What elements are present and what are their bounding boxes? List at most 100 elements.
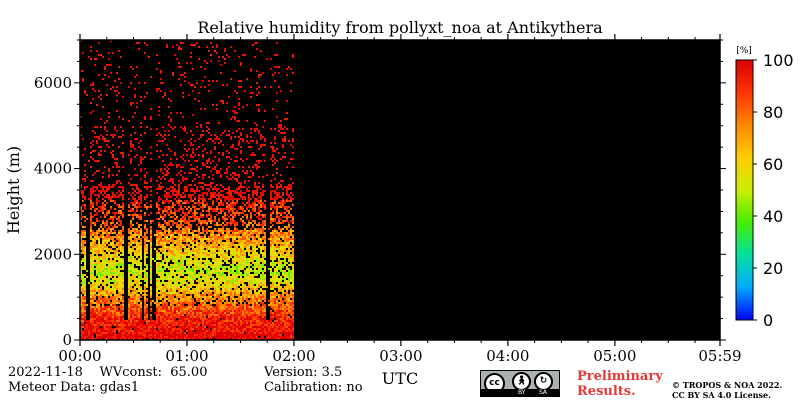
rh-cell [182, 212, 184, 214]
rh-cell [84, 208, 86, 210]
rh-cell [190, 258, 192, 260]
rh-cell [164, 210, 166, 212]
rh-cell [96, 284, 98, 286]
rh-cell [150, 246, 152, 248]
rh-cell [164, 238, 166, 240]
rh-cell [200, 312, 202, 314]
rh-cell [88, 332, 90, 334]
rh-cell [120, 296, 122, 298]
rh-cell [194, 262, 196, 264]
rh-cell [150, 206, 152, 208]
rh-cell [204, 334, 206, 336]
rh-cell [182, 264, 184, 266]
rh-cell [186, 62, 188, 64]
rh-cell [174, 300, 176, 302]
rh-cell [136, 286, 138, 288]
rh-cell [92, 150, 94, 152]
rh-cell [140, 288, 142, 290]
rh-cell [202, 266, 204, 268]
rh-cell [206, 210, 208, 212]
rh-cell [116, 272, 118, 274]
rh-cell [198, 232, 200, 234]
rh-cell [108, 210, 110, 212]
rh-cell [188, 300, 190, 302]
rh-cell [86, 218, 88, 220]
rh-cell [82, 274, 84, 276]
rh-cell [168, 208, 170, 210]
rh-cell [180, 318, 182, 320]
rh-cell [182, 218, 184, 220]
rh-cell [190, 144, 192, 146]
rh-cell [104, 246, 106, 248]
rh-cell [146, 304, 148, 306]
rh-cell [114, 90, 116, 92]
rh-cell [206, 292, 208, 294]
rh-cell [132, 240, 134, 242]
rh-cell [166, 292, 168, 294]
rh-cell [164, 314, 166, 316]
rh-cell [108, 300, 110, 302]
rh-cell [134, 148, 136, 150]
rh-cell [118, 170, 120, 172]
rh-cell [186, 188, 188, 190]
rh-cell [182, 288, 184, 290]
rh-cell [204, 262, 206, 264]
rh-cell [198, 328, 200, 330]
rh-cell [100, 154, 102, 156]
rh-cell [164, 178, 166, 180]
rh-cell [206, 228, 208, 230]
rh-cell [84, 252, 86, 254]
rh-cell [102, 290, 104, 292]
rh-cell [220, 280, 222, 282]
rh-cell [232, 204, 234, 206]
rh-cell [172, 74, 174, 76]
rh-cell [150, 310, 152, 312]
rh-cell [156, 180, 158, 182]
rh-cell [122, 326, 124, 328]
rh-cell [174, 278, 176, 280]
rh-cell [90, 220, 92, 222]
rh-cell [92, 254, 94, 256]
rh-cell [200, 124, 202, 126]
rh-cell [200, 136, 202, 138]
rh-cell [156, 258, 158, 260]
rh-cell [210, 334, 212, 336]
rh-cell [114, 158, 116, 160]
rh-cell [128, 268, 130, 270]
rh-cell [160, 308, 162, 310]
rh-cell [94, 250, 96, 252]
rh-cell [198, 100, 200, 102]
rh-cell [156, 282, 158, 284]
rh-cell [196, 246, 198, 248]
rh-cell [234, 258, 236, 260]
rh-cell [120, 272, 122, 274]
rh-cell [146, 252, 148, 254]
rh-cell [138, 238, 140, 240]
rh-cell [80, 214, 82, 216]
rh-cell [134, 306, 136, 308]
rh-cell [194, 276, 196, 278]
rh-cell [122, 212, 124, 214]
rh-cell [84, 198, 86, 200]
rh-cell [112, 212, 114, 214]
rh-cell [168, 134, 170, 136]
rh-cell [168, 180, 170, 182]
rh-cell [230, 174, 232, 176]
rh-cell [170, 252, 172, 254]
rh-cell [232, 172, 234, 174]
rh-cell [174, 258, 176, 260]
rh-cell [158, 306, 160, 308]
rh-cell [140, 306, 142, 308]
rh-cell [182, 180, 184, 182]
rh-cell [150, 272, 152, 274]
rh-cell [202, 296, 204, 298]
rh-cell [144, 298, 146, 300]
rh-cell [172, 204, 174, 206]
rh-cell [198, 216, 200, 218]
rh-cell [122, 322, 124, 324]
rh-cell [108, 334, 110, 336]
rh-cell [104, 338, 106, 340]
rh-cell [190, 242, 192, 244]
rh-cell [120, 192, 122, 194]
rh-cell [184, 130, 186, 132]
